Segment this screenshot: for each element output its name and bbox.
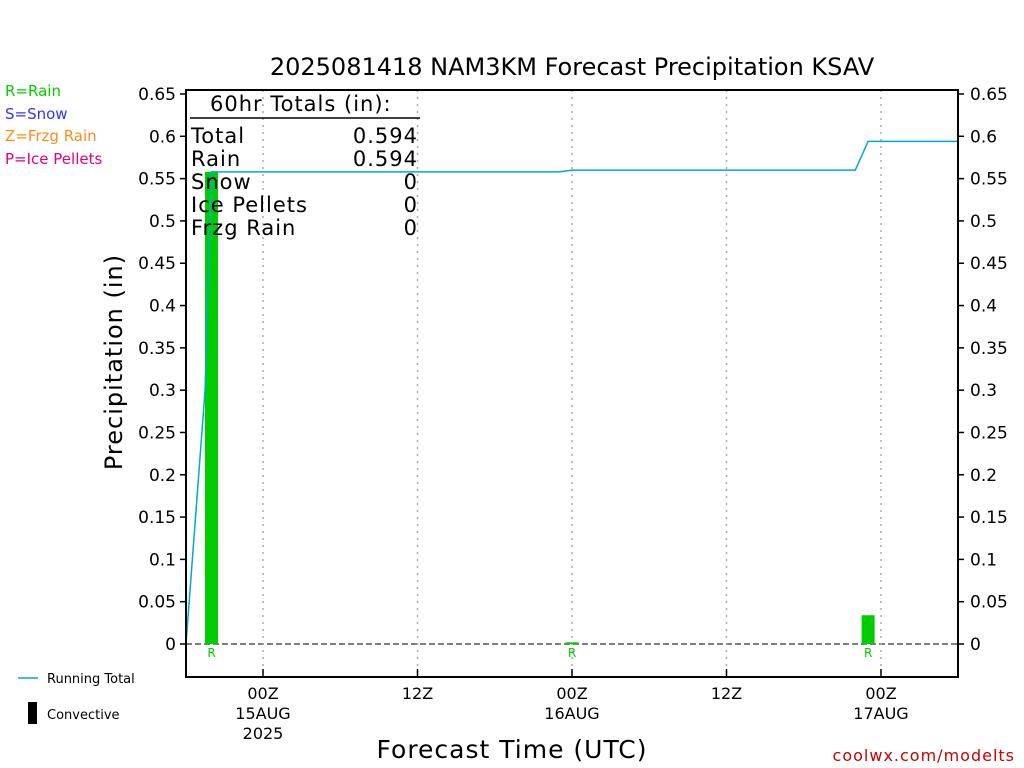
y-tick-label-left: 0.65 [138, 85, 176, 105]
totals-row-label: Rain [191, 147, 241, 171]
y-tick-label-left: 0 [165, 635, 176, 655]
x-tick-label: 12Z [402, 684, 433, 703]
key-rain: R=Rain [5, 82, 61, 100]
totals-row-value: 0.594 [353, 147, 418, 171]
x-tick-date: 16AUG [544, 704, 599, 723]
running-total-legend-label: Running Total [47, 672, 135, 687]
y-tick-label-right: 0.65 [970, 85, 1008, 105]
totals-heading: 60hr Totals (in): [210, 92, 392, 116]
y-tick-label-right: 0.3 [970, 381, 997, 401]
site-credit: coolwx.com/modelts [833, 746, 1015, 765]
y-tick-label-left: 0.2 [149, 466, 176, 486]
precip-bar [205, 171, 218, 644]
y-tick-label-right: 0.45 [970, 254, 1008, 274]
key-ice-pellets: P=Ice Pellets [5, 150, 102, 168]
convective-legend-label: Convective [47, 708, 120, 723]
key-frzg-rain: Z=Frzg Rain [5, 127, 97, 145]
y-tick-label-left: 0.3 [149, 381, 176, 401]
y-tick-label-right: 0 [970, 635, 981, 655]
y-tick-label-left: 0.45 [138, 254, 176, 274]
y-tick-label-left: 0.25 [138, 423, 176, 443]
y-tick-label-left: 0.4 [149, 297, 176, 317]
y-tick-label-right: 0.25 [970, 423, 1008, 443]
y-tick-label-left: 0.6 [149, 127, 176, 147]
totals-row-label: Frzg Rain [191, 216, 296, 240]
bar-type-label: R [864, 646, 872, 660]
y-tick-label-left: 0.15 [138, 508, 176, 528]
totals-box: 60hr Totals (in): Total 0.594 Rain 0.594 Sno… [190, 92, 420, 240]
convective-legend-swatch [28, 702, 37, 724]
totals-row-label: Snow [191, 170, 252, 194]
y-tick-label-right: 0.5 [970, 212, 997, 232]
key-snow: S=Snow [5, 105, 68, 123]
precip-bar [861, 615, 875, 644]
y-axis-label: Precipitation (in) [100, 254, 128, 470]
totals-row-label: Total [190, 124, 245, 148]
y-tick-label-right: 0.15 [970, 508, 1008, 528]
x-tick-year: 2025 [243, 724, 284, 743]
chart-title: 2025081418 NAM3KM Forecast Precipitation… [270, 53, 875, 81]
x-tick-label: 12Z [711, 684, 742, 703]
y-tick-label-right: 0.4 [970, 297, 997, 317]
x-tick-label: 00Z [247, 684, 278, 703]
running-total-line [185, 140, 958, 645]
x-tick-date: 15AUG [235, 704, 290, 723]
grid-lines [186, 90, 958, 677]
precip-bar [565, 642, 579, 644]
y-tick-label-left: 0.55 [138, 170, 176, 190]
y-tick-label-left: 0.1 [149, 550, 176, 570]
x-tick-label: 00Z [865, 684, 896, 703]
totals-row-value: 0 [404, 193, 418, 217]
y-tick-label-right: 0.6 [970, 127, 997, 147]
y-tick-label-right: 0.05 [970, 593, 1008, 613]
y-axis-ticks: 0 00.05 0.050.1 0.10.15 0.150.2 0.20.25 0.250.… [138, 85, 1008, 655]
y-tick-label-right: 0.35 [970, 339, 1008, 359]
x-axis-label: Forecast Time (UTC) [377, 735, 648, 764]
y-tick-label-right: 0.55 [970, 170, 1008, 190]
y-tick-label-right: 0.2 [970, 466, 997, 486]
x-tick-label: 00Z [556, 684, 587, 703]
y-tick-label-left: 0.35 [138, 339, 176, 359]
totals-row-label: Ice Pellets [191, 193, 308, 217]
running-total-group [185, 140, 958, 645]
y-tick-label-left: 0.05 [138, 593, 176, 613]
totals-row-value: 0.594 [353, 124, 418, 148]
y-tick-label-left: 0.5 [149, 212, 176, 232]
bar-type-label: R [207, 646, 215, 660]
y-tick-label-right: 0.1 [970, 550, 997, 570]
totals-row-value: 0 [404, 216, 418, 240]
totals-row-value: 0 [404, 170, 418, 194]
x-tick-date: 17AUG [853, 704, 908, 723]
bar-type-label: R [568, 646, 576, 660]
